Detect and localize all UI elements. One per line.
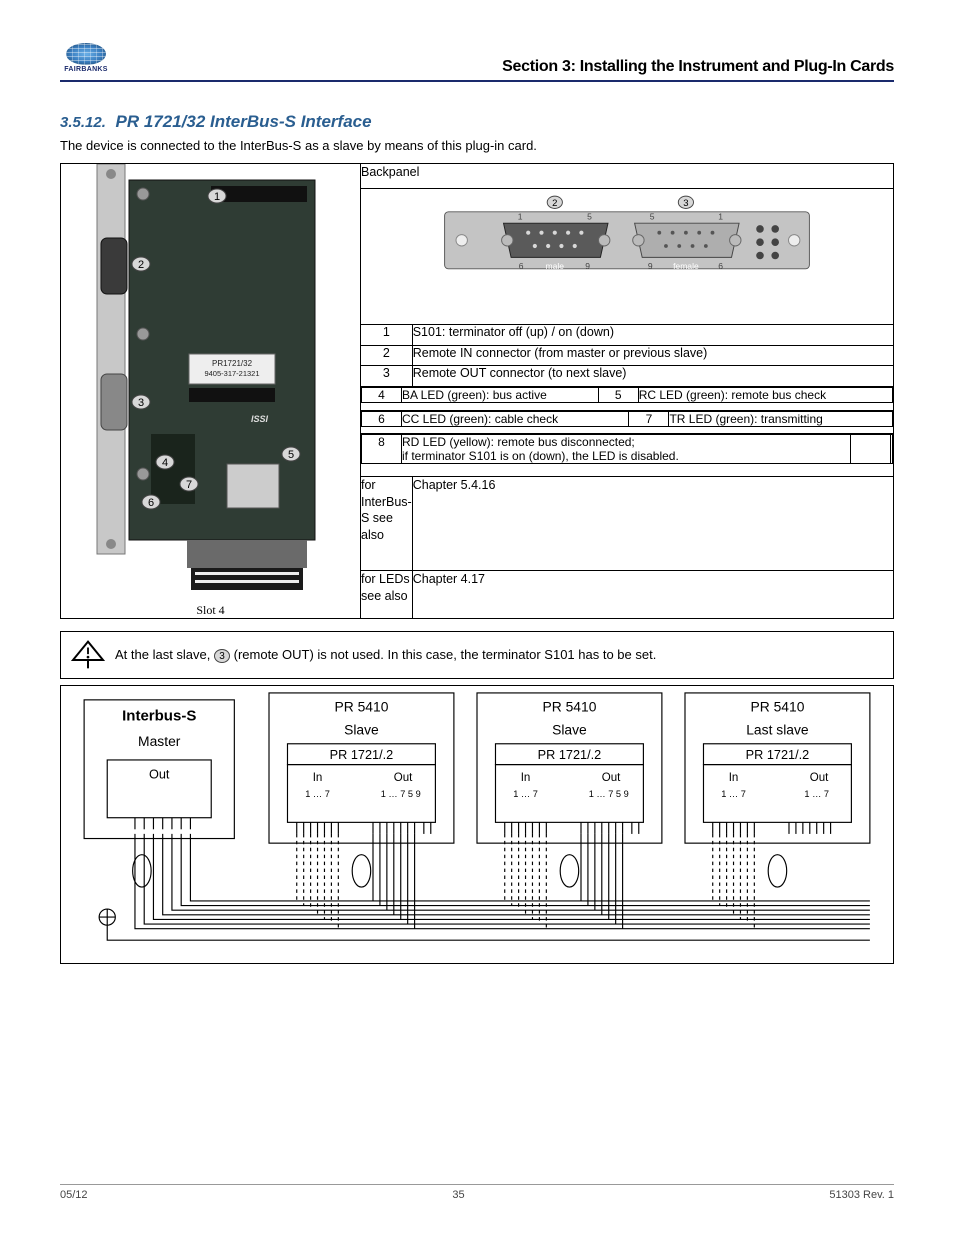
ref-left-1: for InterBus-S see also: [361, 476, 413, 570]
row-desc-3: Remote OUT connector (to next slave): [412, 366, 893, 387]
led-num-4: 4: [362, 388, 402, 403]
warning-badge: 3: [214, 649, 230, 663]
svg-text:PR 1721/.2: PR 1721/.2: [746, 747, 810, 762]
svg-text:3: 3: [683, 198, 688, 209]
subsection-number: 3.5.12.: [60, 114, 106, 131]
footer-right: 51303 Rev. 1: [829, 1189, 894, 1201]
led-table-cell: 4 BA LED (green): bus active 5 RC LED (g…: [361, 387, 894, 410]
svg-text:female: female: [673, 260, 699, 270]
svg-text:ISSI: ISSI: [251, 414, 269, 424]
svg-text:In: In: [313, 772, 323, 784]
page-footer: 05/12 35 51303 Rev. 1: [60, 1184, 894, 1201]
led-num-8: 8: [362, 434, 402, 463]
page-header: FAIRBANKS Section 3: Installing the Inst…: [60, 40, 894, 82]
svg-text:4: 4: [161, 457, 167, 469]
row-num-3: 3: [361, 366, 413, 387]
svg-text:PR 5410: PR 5410: [542, 698, 596, 714]
board-photo-cell: PR1721/32 9405-317-21321 ISSI 1: [61, 164, 361, 619]
warning-text-wrap: At the last slave, 3 (remote OUT) is not…: [115, 647, 656, 663]
section-title: Section 3: Installing the Instrument and…: [502, 58, 894, 76]
wiring-diagram: Interbus-S Master Out PR 5410 Slave PR 1…: [60, 685, 894, 964]
brand-logo: FAIRBANKS: [60, 40, 112, 76]
backpanel-diagram-cell: 1 5 6 9 male 5 1 9: [361, 188, 894, 324]
svg-text:Out: Out: [394, 772, 413, 784]
led-desc-6: CC LED (green): cable check: [402, 411, 629, 426]
warning-text-a: At the last slave,: [115, 647, 214, 662]
svg-text:6: 6: [147, 497, 153, 509]
led-table-cell-3: 8 RD LED (yellow): remote bus disconnect…: [361, 433, 894, 476]
svg-text:PR1721/32: PR1721/32: [211, 359, 252, 368]
svg-text:Master: Master: [138, 733, 181, 749]
led-num-7: 7: [629, 411, 669, 426]
svg-text:Slave: Slave: [552, 722, 587, 738]
svg-text:1 … 7 5 9: 1 … 7 5 9: [589, 789, 629, 799]
svg-text:Out: Out: [149, 766, 170, 781]
svg-text:Slave: Slave: [344, 722, 379, 738]
led-table: 4 BA LED (green): bus active 5 RC LED (g…: [361, 387, 893, 403]
svg-text:PR 5410: PR 5410: [750, 698, 804, 714]
svg-text:6: 6: [718, 260, 723, 270]
led-table-cell-2: 6 CC LED (green): cable check 7 TR LED (…: [361, 410, 894, 433]
svg-text:In: In: [729, 772, 739, 784]
svg-text:6: 6: [519, 260, 524, 270]
component-table: PR1721/32 9405-317-21321 ISSI 1: [60, 163, 894, 619]
backpanel-illustration: 1 5 6 9 male 5 1 9: [437, 189, 817, 284]
svg-text:5: 5: [587, 211, 592, 221]
svg-text:1: 1: [718, 211, 723, 221]
svg-text:In: In: [521, 772, 531, 784]
svg-text:Out: Out: [810, 772, 829, 784]
led-desc-8: RD LED (yellow): remote bus disconnected…: [402, 434, 851, 463]
led-desc-7: TR LED (green): transmitting: [669, 411, 893, 426]
row-num-2: 2: [361, 345, 413, 366]
svg-text:2: 2: [552, 198, 557, 209]
led-num-6: 6: [362, 411, 402, 426]
svg-text:1 … 7: 1 … 7: [804, 789, 829, 799]
svg-text:1 … 7: 1 … 7: [305, 789, 330, 799]
svg-text:Last slave: Last slave: [746, 722, 809, 738]
warning-text-b: (remote OUT) is not used. In this case, …: [234, 647, 657, 662]
svg-text:PR 5410: PR 5410: [334, 698, 388, 714]
warning-icon: [71, 640, 105, 670]
svg-text:1: 1: [518, 211, 523, 221]
slot-label: Slot 4: [61, 603, 360, 618]
svg-text:1: 1: [213, 191, 219, 203]
led-num-5: 5: [598, 388, 638, 403]
svg-text:3: 3: [137, 397, 143, 409]
svg-text:9405-317-21321: 9405-317-21321: [204, 369, 259, 378]
svg-text:Interbus-S: Interbus-S: [122, 708, 196, 725]
svg-text:9: 9: [648, 260, 653, 270]
backpanel-title: Backpanel: [361, 164, 894, 189]
page-number: 35: [452, 1189, 464, 1201]
svg-text:5: 5: [650, 211, 655, 221]
svg-text:1 … 7: 1 … 7: [513, 789, 538, 799]
ref-right-1: Chapter 5.4.16: [412, 476, 893, 570]
svg-text:9: 9: [585, 260, 590, 270]
svg-text:1 … 7: 1 … 7: [721, 789, 746, 799]
pcb-illustration: PR1721/32 9405-317-21321 ISSI 1: [91, 164, 331, 594]
intro-paragraph: The device is connected to the InterBus-…: [60, 138, 894, 153]
svg-text:male: male: [546, 260, 565, 270]
row-desc-1: S101: terminator off (up) / on (down): [412, 325, 893, 346]
svg-text:PR 1721/.2: PR 1721/.2: [538, 747, 602, 762]
row-desc-2: Remote IN connector (from master or prev…: [412, 345, 893, 366]
row-num-1: 1: [361, 325, 413, 346]
led-desc-5: RC LED (green): remote bus check: [638, 388, 892, 403]
warning-box: At the last slave, 3 (remote OUT) is not…: [60, 631, 894, 679]
ref-left-2: for LEDs see also: [361, 571, 413, 619]
svg-text:7: 7: [185, 479, 191, 491]
svg-text:2: 2: [137, 259, 143, 271]
brand-name: FAIRBANKS: [64, 66, 108, 73]
subsection-title: PR 1721/32 InterBus-S Interface: [116, 112, 372, 131]
svg-text:Out: Out: [602, 772, 621, 784]
ref-right-2: Chapter 4.17: [412, 571, 893, 619]
svg-text:5: 5: [287, 449, 293, 461]
globe-icon: [66, 43, 106, 65]
led-desc-4: BA LED (green): bus active: [402, 388, 599, 403]
svg-text:1 … 7 5 9: 1 … 7 5 9: [381, 789, 421, 799]
svg-text:PR 1721/.2: PR 1721/.2: [330, 747, 394, 762]
footer-left: 05/12: [60, 1189, 88, 1201]
subsection-heading: 3.5.12. PR 1721/32 InterBus-S Interface: [60, 112, 894, 132]
